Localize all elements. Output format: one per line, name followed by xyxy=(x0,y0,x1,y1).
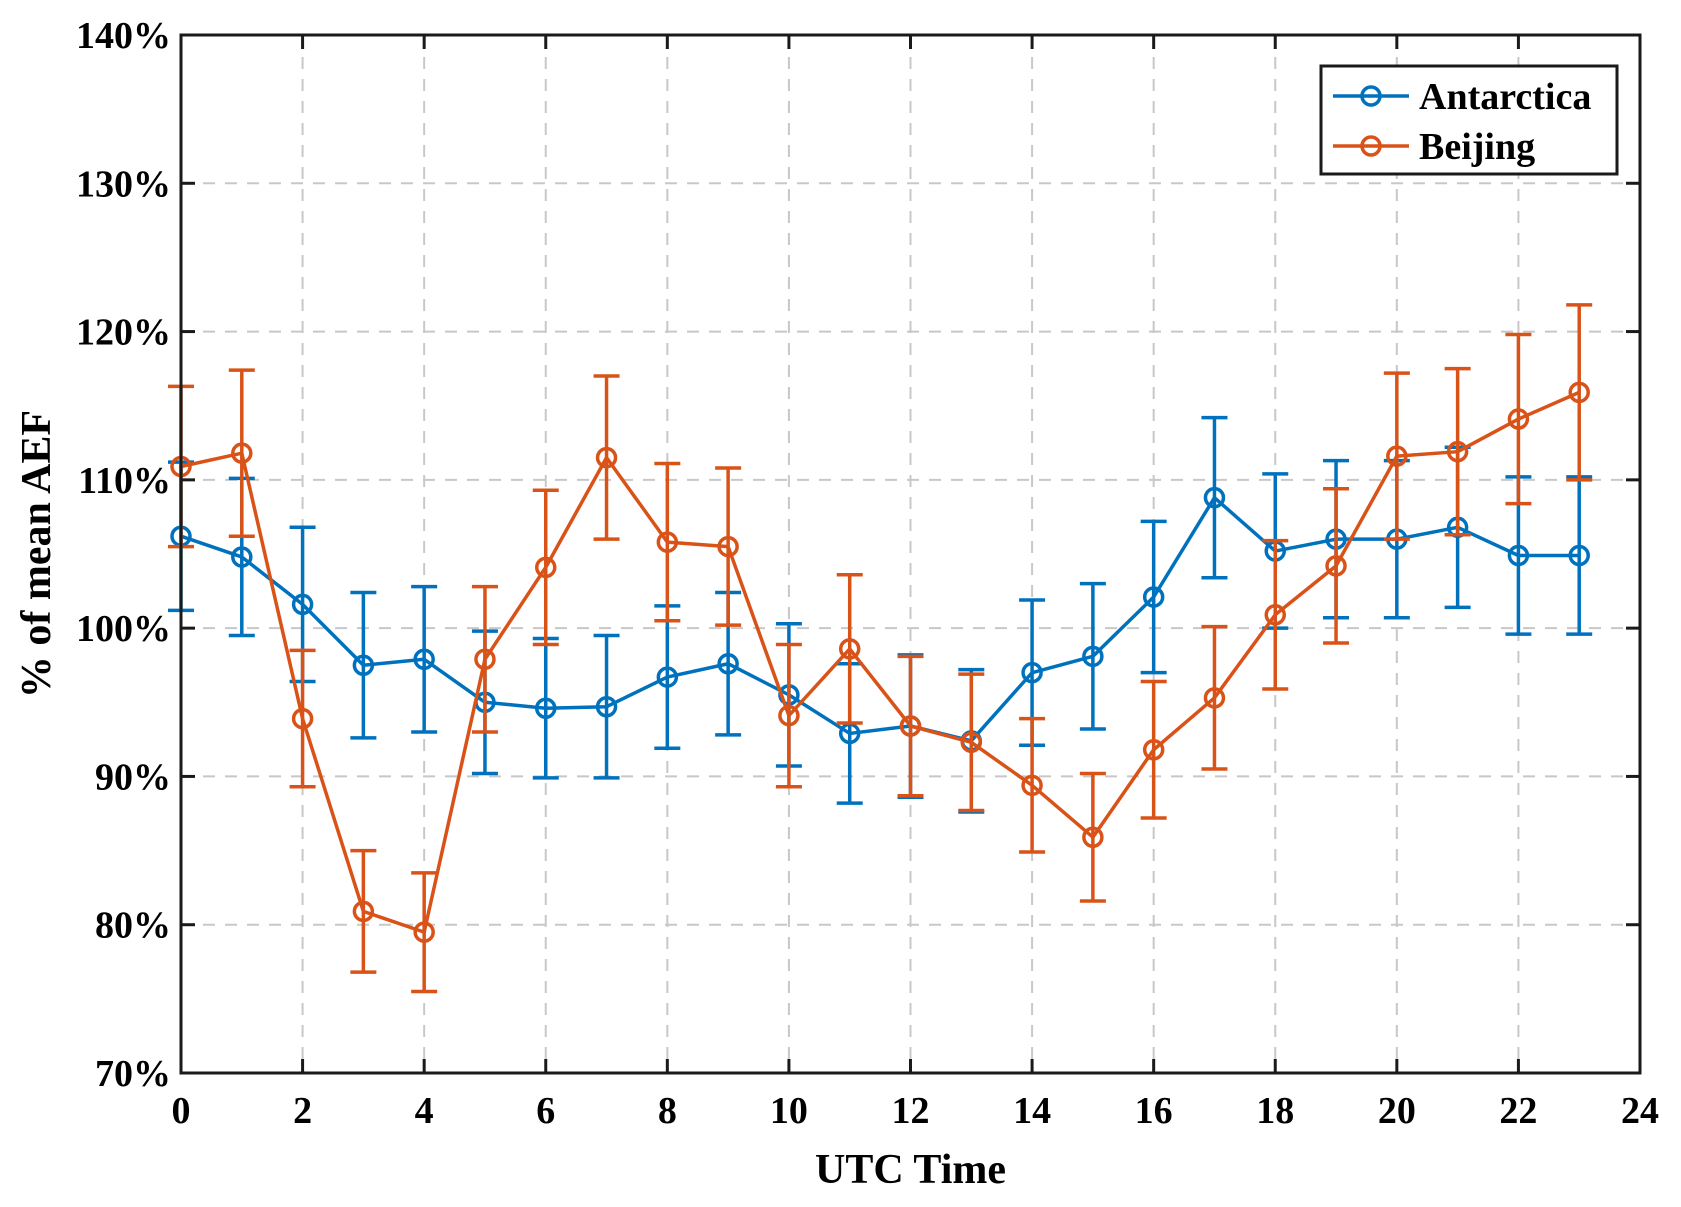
data-point xyxy=(413,648,435,671)
data-point xyxy=(1021,661,1043,684)
y-tick-label: 140% xyxy=(76,15,171,57)
x-tick-label: 4 xyxy=(415,1090,434,1132)
x-tick-label: 6 xyxy=(536,1090,555,1132)
data-point xyxy=(1142,738,1165,761)
data-point xyxy=(1264,604,1286,626)
data-point xyxy=(1568,381,1590,404)
data-point xyxy=(1446,440,1469,463)
y-tick-label: 80% xyxy=(95,905,171,947)
data-point xyxy=(717,652,739,675)
data-point xyxy=(352,654,375,676)
x-axis-label: UTC Time xyxy=(815,1147,1006,1193)
series-beijing xyxy=(168,303,1593,994)
data-point xyxy=(717,535,739,558)
y-tick-label: 90% xyxy=(95,756,171,798)
series-layer xyxy=(168,303,1593,994)
x-tick-label: 16 xyxy=(1135,1090,1173,1132)
x-tick-label: 0 xyxy=(172,1090,191,1132)
data-point xyxy=(535,556,557,579)
data-point xyxy=(1142,586,1165,608)
y-axis-label: % of mean AEF xyxy=(14,410,60,698)
data-point xyxy=(1507,544,1530,567)
legend-label: Beijing xyxy=(1419,126,1535,168)
data-point xyxy=(838,638,861,660)
series-line xyxy=(180,495,1580,743)
data-point xyxy=(291,707,314,730)
data-point xyxy=(1386,445,1408,467)
x-tick-label: 8 xyxy=(658,1090,677,1132)
y-tick-label: 100% xyxy=(76,608,171,650)
legend-marker-swatch xyxy=(1360,85,1382,107)
y-tick-label: 110% xyxy=(78,460,171,502)
data-point xyxy=(1203,687,1226,709)
legend: Antarctica Beijing xyxy=(1319,64,1619,176)
y-tick-label: 120% xyxy=(76,312,171,354)
legend-label: Antarctica xyxy=(1419,76,1591,118)
x-tick-label: 22 xyxy=(1499,1090,1537,1132)
data-point xyxy=(595,446,618,469)
data-point xyxy=(1325,555,1347,577)
data-point xyxy=(413,921,435,943)
y-tick-label: 70% xyxy=(95,1053,171,1095)
data-point xyxy=(1082,645,1104,668)
data-point xyxy=(535,697,557,719)
data-point xyxy=(1021,774,1043,797)
data-point xyxy=(1507,408,1530,430)
data-point xyxy=(1203,486,1226,509)
data-point xyxy=(899,715,922,737)
data-point xyxy=(656,531,679,553)
x-tick-label: 2 xyxy=(293,1090,312,1132)
data-point xyxy=(231,442,253,464)
x-tick-label: 14 xyxy=(1013,1090,1051,1132)
data-point xyxy=(778,704,800,727)
grid-layer xyxy=(181,35,1640,1073)
series-antarctica xyxy=(168,415,1593,814)
legend-entry-antarctica: Antarctica xyxy=(1333,76,1591,118)
x-tick-label: 18 xyxy=(1256,1090,1294,1132)
data-point xyxy=(291,593,314,616)
data-point xyxy=(1082,826,1104,848)
x-tick-label: 12 xyxy=(892,1090,930,1132)
legend-marker-swatch xyxy=(1360,135,1382,157)
legend-entry-beijing: Beijing xyxy=(1333,126,1535,168)
data-point xyxy=(352,900,375,923)
x-tick-label: 24 xyxy=(1621,1090,1659,1132)
data-point xyxy=(656,666,679,688)
axes-layer: 0 2 4 6 8 10 12 14 16 18 20 22 2470%80%90%100%110%12… xyxy=(14,15,1659,1193)
data-point xyxy=(231,546,253,568)
data-point xyxy=(960,731,983,754)
x-tick-label: 10 xyxy=(770,1090,808,1132)
data-point xyxy=(1568,544,1590,567)
data-point xyxy=(474,648,496,671)
y-tick-label: 130% xyxy=(76,163,171,205)
data-point xyxy=(595,695,618,718)
x-tick-label: 20 xyxy=(1378,1090,1416,1132)
